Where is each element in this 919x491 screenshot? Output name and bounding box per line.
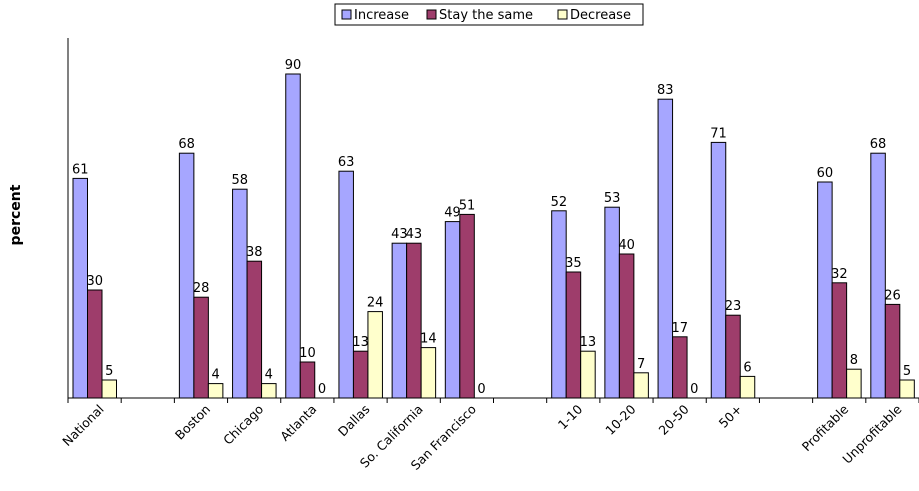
data-label-1-9: 35	[565, 256, 582, 271]
x-tick-label-14: Profitable	[799, 401, 852, 454]
bar-2-0	[101, 379, 117, 399]
bars: 6130568284583849010063132443431449510523…	[72, 58, 915, 399]
bar-2-10	[633, 372, 649, 399]
bar-0-12	[710, 141, 727, 399]
bar-1-6	[406, 242, 422, 399]
bar-2-12	[739, 375, 756, 399]
bar-0-6	[391, 242, 408, 399]
bar-2-15	[899, 379, 915, 399]
bar-2-9	[580, 350, 596, 399]
data-label-2-7: 0	[477, 382, 485, 397]
bar-1-11	[672, 336, 688, 399]
data-label-2-11: 0	[690, 382, 698, 397]
data-label-0-7: 49	[444, 206, 461, 221]
data-label-1-4: 10	[299, 346, 316, 361]
data-label-0-14: 60	[817, 166, 834, 181]
bar-1-10	[618, 253, 635, 399]
data-label-1-10: 40	[618, 238, 635, 253]
data-label-2-10: 7	[637, 357, 645, 372]
data-label-1-0: 30	[86, 274, 103, 289]
data-label-0-11: 83	[657, 83, 674, 98]
bar-0-4	[285, 73, 301, 399]
bar-0-7	[444, 221, 461, 399]
data-label-1-6: 43	[406, 227, 423, 242]
bar-1-4	[299, 361, 316, 399]
data-label-2-2: 4	[211, 368, 219, 383]
data-label-1-5: 13	[352, 335, 369, 350]
data-label-2-3: 4	[265, 368, 273, 383]
legend-swatch-0	[341, 9, 352, 20]
data-label-1-12: 23	[725, 299, 742, 314]
bar-1-7	[459, 213, 475, 399]
bar-1-5	[352, 350, 369, 399]
bar-2-14	[846, 368, 862, 399]
data-label-0-12: 71	[710, 126, 727, 141]
bar-0-5	[338, 170, 354, 399]
data-label-0-2: 68	[178, 137, 195, 152]
bar-1-14	[831, 282, 848, 399]
legend-swatch-1	[426, 9, 437, 20]
data-label-2-0: 5	[105, 364, 113, 379]
data-label-0-9: 52	[551, 195, 568, 210]
bar-2-3	[261, 383, 277, 399]
x-tick-label-3: Chicago	[220, 402, 266, 448]
x-tick-label-9: 1-10	[555, 401, 586, 432]
data-label-2-12: 6	[743, 360, 751, 375]
bar-2-5	[367, 311, 383, 399]
legend-entry-0: Increase	[354, 8, 409, 23]
bar-0-0	[72, 177, 88, 399]
data-label-2-9: 13	[580, 335, 597, 350]
bar-0-2	[178, 152, 195, 399]
data-label-1-15: 26	[884, 288, 901, 303]
bar-2-2	[207, 383, 224, 399]
data-label-0-0: 61	[72, 162, 89, 177]
data-label-2-15: 5	[903, 364, 911, 379]
bar-2-6	[420, 347, 437, 399]
bar-0-3	[232, 188, 248, 399]
legend-box	[334, 3, 644, 26]
x-tick-label-10: 10-20	[602, 401, 638, 437]
data-label-1-3: 38	[246, 245, 263, 260]
legend-entry-2: Decrease	[570, 8, 631, 23]
legend: Increase Stay the same Decrease	[334, 3, 644, 26]
x-tick-label-2: Boston	[172, 402, 213, 443]
data-label-1-7: 51	[459, 198, 476, 213]
data-label-2-6: 14	[420, 332, 437, 347]
bar-1-12	[725, 314, 741, 399]
bar-1-2	[193, 296, 209, 399]
data-label-0-5: 63	[338, 155, 355, 170]
data-label-0-10: 53	[604, 191, 621, 206]
bar-1-9	[565, 271, 582, 399]
x-tick-label-12: 50+	[716, 402, 745, 431]
data-label-1-11: 17	[672, 321, 689, 336]
data-label-2-14: 8	[850, 353, 858, 368]
bar-1-15	[884, 303, 901, 399]
legend-swatch-2	[557, 9, 568, 20]
bar-0-9	[551, 210, 567, 399]
x-tick-label-5: Dallas	[335, 402, 373, 440]
data-label-0-4: 90	[285, 58, 302, 73]
axes	[67, 38, 919, 403]
x-tick-label-11: 20-50	[655, 401, 691, 437]
bar-1-0	[87, 289, 103, 399]
data-label-1-14: 32	[831, 267, 848, 282]
bar-0-10	[604, 206, 620, 399]
bar-0-15	[870, 152, 886, 399]
data-label-2-4: 0	[318, 382, 326, 397]
x-tick-label-0: National	[59, 402, 106, 449]
x-tick-label-4: Atlanta	[277, 402, 319, 444]
data-label-0-6: 43	[391, 227, 408, 242]
legend-entry-1: Stay the same	[439, 8, 533, 23]
data-label-2-5: 24	[367, 296, 384, 311]
bar-1-3	[246, 260, 263, 399]
data-label-0-3: 58	[232, 173, 249, 188]
y-axis-label: percent	[8, 184, 24, 245]
data-label-1-2: 28	[193, 281, 210, 296]
bar-0-14	[817, 181, 833, 399]
data-label-0-15: 68	[870, 137, 887, 152]
bar-0-11	[657, 98, 674, 399]
